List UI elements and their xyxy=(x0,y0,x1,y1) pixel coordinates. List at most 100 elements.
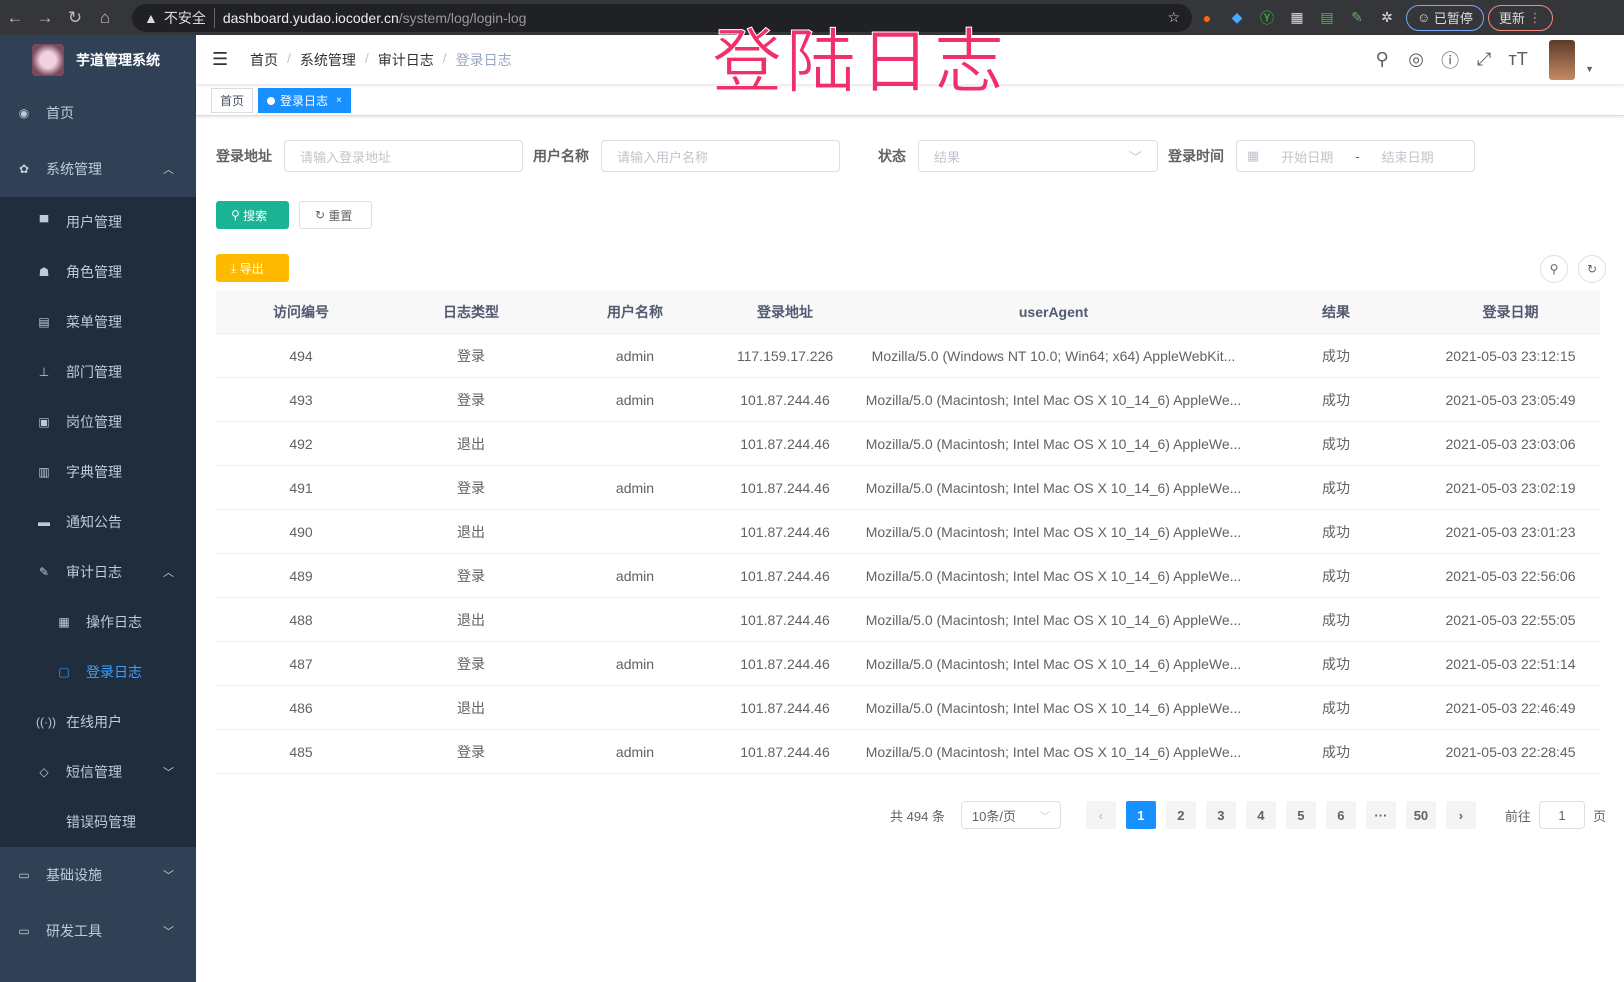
sidebar-item[interactable]: ▦ 操作日志 xyxy=(0,597,196,647)
gear-icon: ✿ xyxy=(18,162,30,176)
table-cell: Mozilla/5.0 (Macintosh; Intel Mac OS X 1… xyxy=(865,567,1242,584)
extension-icon[interactable]: ✎ xyxy=(1351,9,1363,25)
sidebar-item[interactable]: ◉ 首页 xyxy=(0,85,196,141)
page-button[interactable]: 3 xyxy=(1205,801,1236,829)
back-icon[interactable]: ← xyxy=(6,7,24,27)
github-icon[interactable]: ◎ xyxy=(1408,49,1424,69)
table-cell: 2021-05-03 22:55:05 xyxy=(1445,611,1576,628)
hamburger-icon[interactable]: ☰ xyxy=(212,49,229,69)
export-button[interactable]: ⤓ 导出 xyxy=(216,254,289,282)
update-button[interactable]: 更新 ⋮ xyxy=(1487,4,1553,31)
sidebar-item[interactable]: ▥ 字典管理 xyxy=(0,447,196,497)
page-button[interactable]: 5 xyxy=(1285,801,1316,829)
extension-icon[interactable]: ▤ xyxy=(1320,9,1334,25)
sidebar-item[interactable]: ▬ 通知公告 xyxy=(0,497,196,547)
page-button[interactable]: 2 xyxy=(1165,801,1196,829)
extension-icon[interactable]: ▦ xyxy=(1290,9,1304,25)
table-cell: 101.87.244.46 xyxy=(740,655,830,672)
date-range-picker[interactable]: ▦ 开始日期 - 结束日期 xyxy=(1236,140,1475,172)
sidebar-item[interactable]: ▢ 登录日志 xyxy=(0,647,196,697)
page-button[interactable]: 6 xyxy=(1325,801,1356,829)
reload-icon[interactable]: ↻ xyxy=(67,7,83,27)
extension-icon[interactable]: ◆ xyxy=(1231,9,1243,25)
page-button[interactable]: 1 xyxy=(1125,801,1156,829)
sidebar-item[interactable]: ◇ 短信管理 ﹀ xyxy=(0,747,196,797)
sidebar-item[interactable]: ☗ 角色管理 xyxy=(0,247,196,297)
address-bar[interactable]: ▲ 不安全 dashboard.yudao.iocoder.cn/system/… xyxy=(132,3,1192,32)
reset-button[interactable]: ↻ 重置 xyxy=(299,201,372,229)
sidebar-item[interactable]: ✎ 审计日志 ︿ xyxy=(0,547,196,597)
table-cell: Mozilla/5.0 (Macintosh; Intel Mac OS X 1… xyxy=(865,699,1242,716)
prev-page-button[interactable]: ‹ xyxy=(1085,801,1116,829)
table-cell: 2021-05-03 22:51:14 xyxy=(1445,655,1576,672)
table-cell: Mozilla/5.0 (Macintosh; Intel Mac OS X 1… xyxy=(865,391,1242,408)
breadcrumb-item[interactable]: 审计日志 xyxy=(377,51,434,68)
table-row: 485 登录 admin 101.87.244.46 Mozilla/5.0 (Maci… xyxy=(216,730,1600,774)
status-select[interactable]: 结果 ﹀ xyxy=(918,140,1158,172)
calendar-icon: ▦ xyxy=(1247,148,1260,163)
sidebar: 芋道管理系统 ◉ 首页 ✿ 系统管理 ︿ ▀ 用户管理 ☗ 角色管理 ▤ 菜单管理 ⊥ 部门管理 ▣ 岗位管… xyxy=(0,35,196,982)
chevron-icon: ︿ xyxy=(163,567,174,579)
table-cell: 490 xyxy=(289,523,313,540)
breadcrumb-item[interactable]: 系统管理 xyxy=(299,51,356,68)
sidebar-item[interactable]: ⊥ 部门管理 xyxy=(0,347,196,397)
table-cell: 成功 xyxy=(1322,347,1350,364)
table-row: 489 登录 admin 101.87.244.46 Mozilla/5.0 (Maci… xyxy=(216,554,1600,598)
sidebar-item[interactable]: ▀ 用户管理 xyxy=(0,197,196,247)
avatar[interactable] xyxy=(1549,39,1576,80)
profile-button[interactable]: ☺ 已暂停 xyxy=(1406,4,1484,31)
table-cell: 491 xyxy=(289,479,313,496)
login-address-input[interactable]: 请输入登录地址 xyxy=(284,140,523,172)
sidebar-item[interactable]: ▭ 研发工具 ﹀ xyxy=(0,903,196,959)
search-icon[interactable]: ⚲ xyxy=(1375,49,1389,69)
home-icon[interactable]: ⌂ xyxy=(99,7,111,27)
extension-icon[interactable]: Ⓨ xyxy=(1260,9,1274,26)
table-cell: 退出 xyxy=(457,435,485,452)
username-input[interactable]: 请输入用户名称 xyxy=(601,140,840,172)
search-button[interactable]: ⚲ 搜索 xyxy=(216,201,289,229)
page-button[interactable]: 50 xyxy=(1405,801,1436,829)
forward-icon[interactable]: → xyxy=(36,7,54,27)
tag-home[interactable]: 首页 xyxy=(211,88,254,113)
app-logo[interactable]: 芋道管理系统 xyxy=(0,35,196,85)
toggle-search-button[interactable]: ⚲ xyxy=(1540,255,1568,283)
page-button[interactable]: 4 xyxy=(1245,801,1276,829)
sidebar-item[interactable]: ▣ 岗位管理 xyxy=(0,397,196,447)
goto-page-input[interactable]: 1 xyxy=(1538,801,1585,829)
table-cell: 退出 xyxy=(457,523,485,540)
page-button[interactable]: ··· xyxy=(1365,801,1396,829)
breadcrumb-item[interactable]: 首页 xyxy=(250,51,278,68)
refresh-button[interactable]: ↻ xyxy=(1578,255,1606,283)
tag-login-log[interactable]: 登录日志 × xyxy=(258,88,351,113)
puzzle-icon[interactable]: ✲ xyxy=(1381,9,1393,25)
update-label: 更新 xyxy=(1498,11,1525,26)
caret-down-icon[interactable]: ▼ xyxy=(1585,63,1594,74)
sidebar-item[interactable]: ▭ 基础设施 ﹀ xyxy=(0,847,196,903)
range-separator: - xyxy=(1355,148,1360,164)
close-icon[interactable]: × xyxy=(336,95,342,106)
table-cell: admin xyxy=(615,479,655,496)
bookmark-star-icon[interactable]: ☆ xyxy=(1167,9,1180,25)
font-size-icon[interactable]: ᴛT xyxy=(1508,49,1528,69)
table-cell: 退出 xyxy=(457,699,485,716)
sidebar-item[interactable]: ((·)) 在线用户 xyxy=(0,697,196,747)
sidebar-item[interactable]: ✿ 系统管理 ︿ xyxy=(0,141,196,197)
next-page-button[interactable]: › xyxy=(1445,801,1476,829)
extension-icon[interactable]: ● xyxy=(1202,9,1212,26)
table-cell: 成功 xyxy=(1322,743,1350,760)
page-size-select[interactable]: 10条/页 ﹀ xyxy=(960,801,1061,829)
sidebar-item[interactable]: ▤ 菜单管理 xyxy=(0,297,196,347)
table-cell: 489 xyxy=(289,567,313,584)
sidebar-item-label: 用户管理 xyxy=(66,214,122,230)
table-row: 488 退出 101.87.244.46 Mozilla/5.0 (Macintosh… xyxy=(216,598,1600,642)
help-icon[interactable]: ⓘ xyxy=(1441,50,1460,71)
table-cell: 2021-05-03 22:28:45 xyxy=(1445,743,1576,760)
url-host: dashboard.yudao.iocoder.cn xyxy=(222,9,399,26)
table-cell: 101.87.244.46 xyxy=(740,611,830,628)
sidebar-item[interactable]: 错误码管理 xyxy=(0,797,196,847)
sidebar-item-label: 通知公告 xyxy=(66,514,122,530)
fullscreen-icon[interactable]: ⤢ xyxy=(1476,49,1492,69)
breadcrumb-item-current: 登录日志 xyxy=(455,51,512,68)
table-cell: 成功 xyxy=(1322,391,1350,408)
app-title: 芋道管理系统 xyxy=(76,52,160,68)
